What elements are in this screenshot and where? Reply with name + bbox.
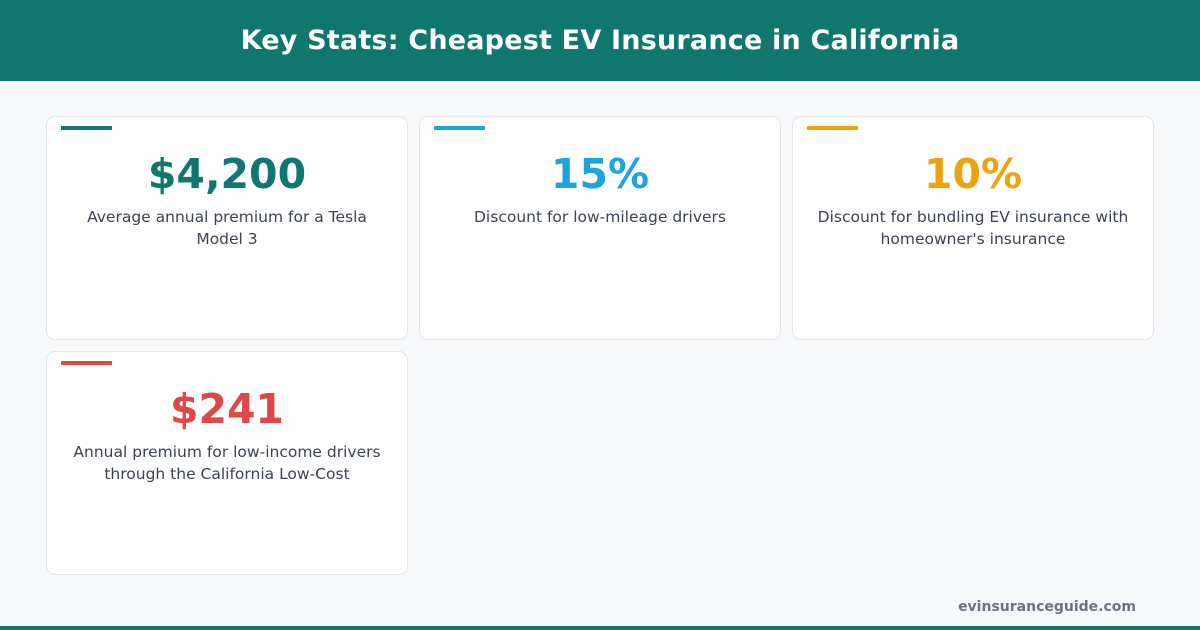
accent-bar <box>434 126 485 130</box>
stat-description: Average annual premium for a Tesla Model… <box>87 208 367 248</box>
stat-card: $4,200 Average annual premium for a Tesla… <box>46 116 408 340</box>
stat-description: Discount for low-mileage drivers <box>474 208 726 226</box>
stat-value: $4,200 <box>147 150 307 198</box>
accent-bar <box>61 361 112 365</box>
stat-value: $241 <box>169 385 285 433</box>
bottom-bar <box>0 626 1200 630</box>
stat-card: $241 Annual premium for low-income driver… <box>46 351 408 575</box>
site-name: evinsuranceguide.com <box>958 599 1136 615</box>
stat-card: 10% Discount for bundling EV insurance wi… <box>792 116 1154 340</box>
stat-value: 15% <box>550 150 650 198</box>
title: Key Stats: Cheapest EV Insurance in Cali… <box>240 25 960 56</box>
stat-description: Discount for bundling EV insurance with … <box>817 208 1129 248</box>
stat-description: Annual premium for low-income drivers th… <box>73 443 381 483</box>
accent-bar <box>61 126 112 130</box>
header: Key Stats: Cheapest EV Insurance in Cali… <box>0 0 1200 81</box>
stat-value: 10% <box>923 150 1023 198</box>
stat-card: 15% Discount for low-mileage drivers <box>419 116 781 340</box>
accent-bar <box>807 126 858 130</box>
